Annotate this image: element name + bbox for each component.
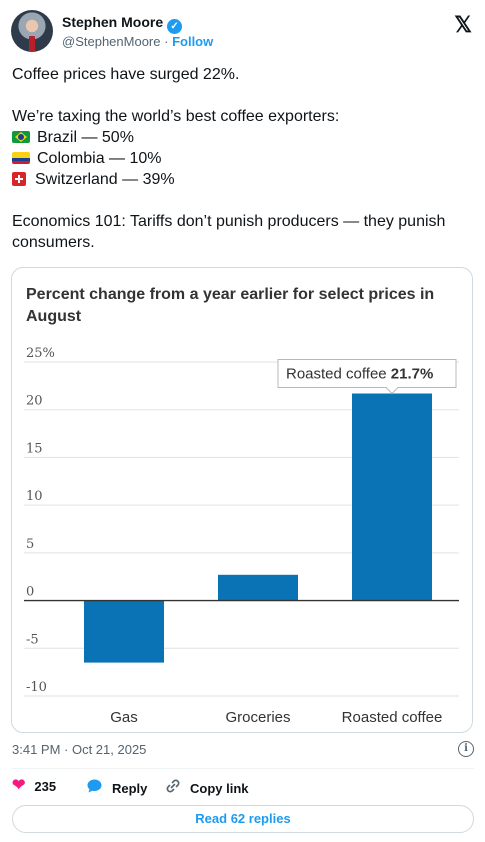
x-tick-label: Gas — [110, 709, 138, 726]
annotation-label: Roasted coffee 21.7% — [286, 365, 433, 382]
chart-card[interactable]: Percent change from a year earlier for s… — [11, 267, 473, 733]
bar-roasted-coffee — [352, 393, 432, 601]
y-tick-label: 0 — [26, 585, 34, 600]
tweet-text: Coffee prices have surged 22%. We’re tax… — [12, 64, 472, 253]
y-tick-label: 15 — [26, 441, 43, 456]
tweet-line-3: Economics 101: Tariffs don’t punish prod… — [12, 213, 446, 251]
like-button[interactable]: ❤ 235 — [12, 778, 56, 794]
y-tick-label: -5 — [26, 632, 39, 647]
heart-icon: ❤ — [12, 777, 26, 794]
y-tick-label: 5 — [26, 537, 34, 552]
verified-badge-icon: ✓ — [167, 19, 183, 34]
copy-link-button[interactable]: Copy link — [165, 778, 249, 798]
y-tick-label: 20 — [26, 394, 43, 409]
reply-label: Reply — [112, 780, 148, 796]
action-bar: ❤ 235 Reply Copy link — [12, 778, 474, 798]
tweet-header: Stephen Moore ✓ @StephenMoore · Follow 𝕏 — [11, 10, 474, 54]
bar-groceries — [218, 574, 298, 601]
brazil-flag-icon — [12, 131, 30, 143]
annotation-value: 21.7% — [391, 365, 434, 382]
list-item-switzerland: Switzerland — 39% — [12, 169, 472, 190]
info-icon[interactable]: i — [458, 741, 474, 757]
list-item-colombia: Colombia — 10% — [12, 148, 472, 169]
author-name-text[interactable]: Stephen Moore — [62, 14, 164, 30]
follow-button[interactable]: Follow — [172, 34, 214, 49]
annotation-box — [277, 358, 457, 388]
list-item-text: Colombia — 10% — [37, 150, 162, 167]
switzerland-flag-icon — [12, 172, 26, 186]
link-icon — [165, 778, 181, 798]
list-item-brazil: Brazil — 50% — [12, 127, 472, 148]
annotation-category: Roasted coffee — [286, 365, 391, 382]
timestamp[interactable]: 3:41 PM · Oct 21, 2025 — [12, 742, 147, 757]
chart-title: Percent change from a year earlier for s… — [26, 286, 435, 325]
copy-link-label: Copy link — [190, 780, 249, 796]
read-replies-button[interactable]: Read 62 replies — [12, 805, 474, 833]
x-tick-label: Roasted coffee — [342, 709, 443, 726]
y-tick-label: 10 — [26, 489, 43, 504]
tweet-line-1: Coffee prices have surged 22%. — [12, 66, 240, 83]
y-tick-label: -10 — [26, 680, 47, 695]
avatar[interactable] — [11, 10, 53, 52]
author-handle[interactable]: @StephenMoore — [62, 34, 161, 49]
author-name[interactable]: Stephen Moore ✓ — [62, 14, 183, 34]
colombia-flag-icon — [12, 152, 30, 164]
list-item-text: Switzerland — 39% — [35, 171, 175, 188]
like-count: 235 — [34, 778, 57, 794]
x-tick-label: Groceries — [225, 709, 290, 726]
handle-separator: · — [164, 34, 169, 49]
y-tick-label: 25% — [26, 346, 55, 361]
avatar-tie — [29, 36, 35, 52]
bar-chart: 25% 20 15 10 5 0 -5 -10 Gas Groceries Roasted coff… — [24, 346, 459, 726]
bar-gas — [84, 600, 164, 663]
annotation-pointer-mask — [387, 386, 397, 389]
divider — [12, 768, 474, 769]
x-logo-icon[interactable]: 𝕏 — [454, 12, 472, 37]
list-item-text: Brazil — 50% — [37, 129, 134, 146]
reply-bubble-icon — [86, 778, 103, 798]
reply-button[interactable]: Reply — [86, 778, 147, 798]
tweet-line-2: We’re taxing the world’s best coffee exp… — [12, 108, 340, 125]
author-handle-line: @StephenMoore · Follow — [62, 34, 213, 49]
